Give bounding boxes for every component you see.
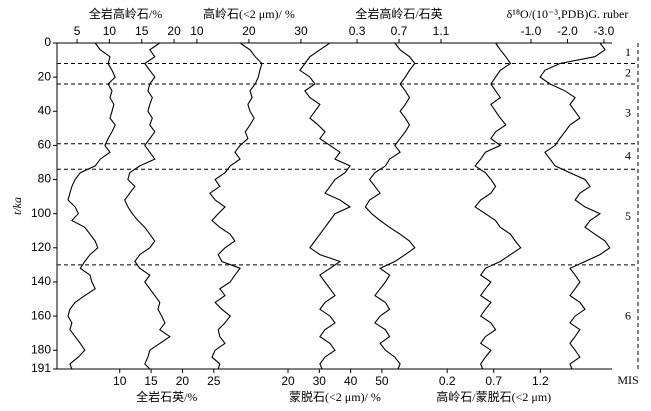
series-name: 蒙脱石(<2 μm)/ % xyxy=(289,389,381,404)
mis-stage: 1 xyxy=(625,45,631,59)
x-tick-label: 50 xyxy=(375,374,389,388)
x-tick-label: 0.7 xyxy=(485,374,502,388)
x-tick-label: 30 xyxy=(313,374,327,388)
x-tick-label: 25 xyxy=(207,374,221,388)
x-tick-label: 20 xyxy=(167,24,181,38)
mis-stage: 3 xyxy=(625,106,631,120)
x-tick-label: 0.7 xyxy=(391,24,408,38)
series-name: 全岩石英/% xyxy=(136,389,197,404)
x-tick-label: 0.2 xyxy=(439,374,456,388)
series-name: 全岩高岭石/石英 xyxy=(355,6,442,21)
series-name: δ¹⁸O/(10⁻³,PDB)G. ruber xyxy=(507,7,629,21)
y-tick-label: 0 xyxy=(44,35,51,49)
x-tick-label: 20 xyxy=(242,24,256,38)
x-tick-label: -2.0 xyxy=(557,24,578,38)
x-tick-label: 20 xyxy=(176,374,190,388)
x-tick-label: -1.0 xyxy=(521,24,542,38)
y-tick-label: 40 xyxy=(38,103,52,117)
y-tick-label: 160 xyxy=(31,308,51,322)
x-tick-label: 10 xyxy=(103,24,117,38)
series-name: 高岭石(<2 μm)/ % xyxy=(203,6,295,21)
series-line xyxy=(67,42,116,370)
x-tick-label: 1.2 xyxy=(532,374,549,388)
x-tick-label: 15 xyxy=(144,374,158,388)
series-line xyxy=(299,42,352,370)
mis-stage: 6 xyxy=(625,309,631,323)
x-tick-label: -3.0 xyxy=(594,24,615,38)
y-tick-label: 180 xyxy=(31,342,51,356)
y-tick-label: 20 xyxy=(38,69,52,83)
x-tick-label: 20 xyxy=(281,374,295,388)
series-line xyxy=(124,42,171,370)
x-tick-label: 10 xyxy=(113,374,127,388)
y-tick-label: 60 xyxy=(38,138,52,152)
series-line xyxy=(364,42,416,370)
y-tick-label: 100 xyxy=(31,206,51,220)
mis-label: MIS xyxy=(617,373,638,387)
y-tick-label: 80 xyxy=(38,172,52,186)
x-tick-label: 10 xyxy=(190,24,204,38)
y-tick-label: 120 xyxy=(31,240,51,254)
x-tick-label: 5 xyxy=(74,24,81,38)
series-line xyxy=(209,42,263,370)
mis-stage: 2 xyxy=(625,65,631,79)
series-name: 全岩高岭石/% xyxy=(89,6,162,21)
x-tick-label: 1.1 xyxy=(433,24,450,38)
mis-stage: 5 xyxy=(625,209,631,223)
x-tick-label: 15 xyxy=(135,24,149,38)
series-line xyxy=(539,42,611,370)
x-tick-label: 0.3 xyxy=(349,24,366,38)
series-line xyxy=(474,42,522,370)
mis-stage: 4 xyxy=(625,148,631,162)
y-tick-label: 191 xyxy=(31,361,51,375)
y-axis-label: t/ka xyxy=(10,197,24,215)
x-tick-label: 40 xyxy=(344,374,358,388)
series-name: 高岭石/蒙脱石(<2 μm) xyxy=(436,389,551,404)
y-tick-label: 140 xyxy=(31,274,51,288)
x-tick-label: 30 xyxy=(294,24,308,38)
